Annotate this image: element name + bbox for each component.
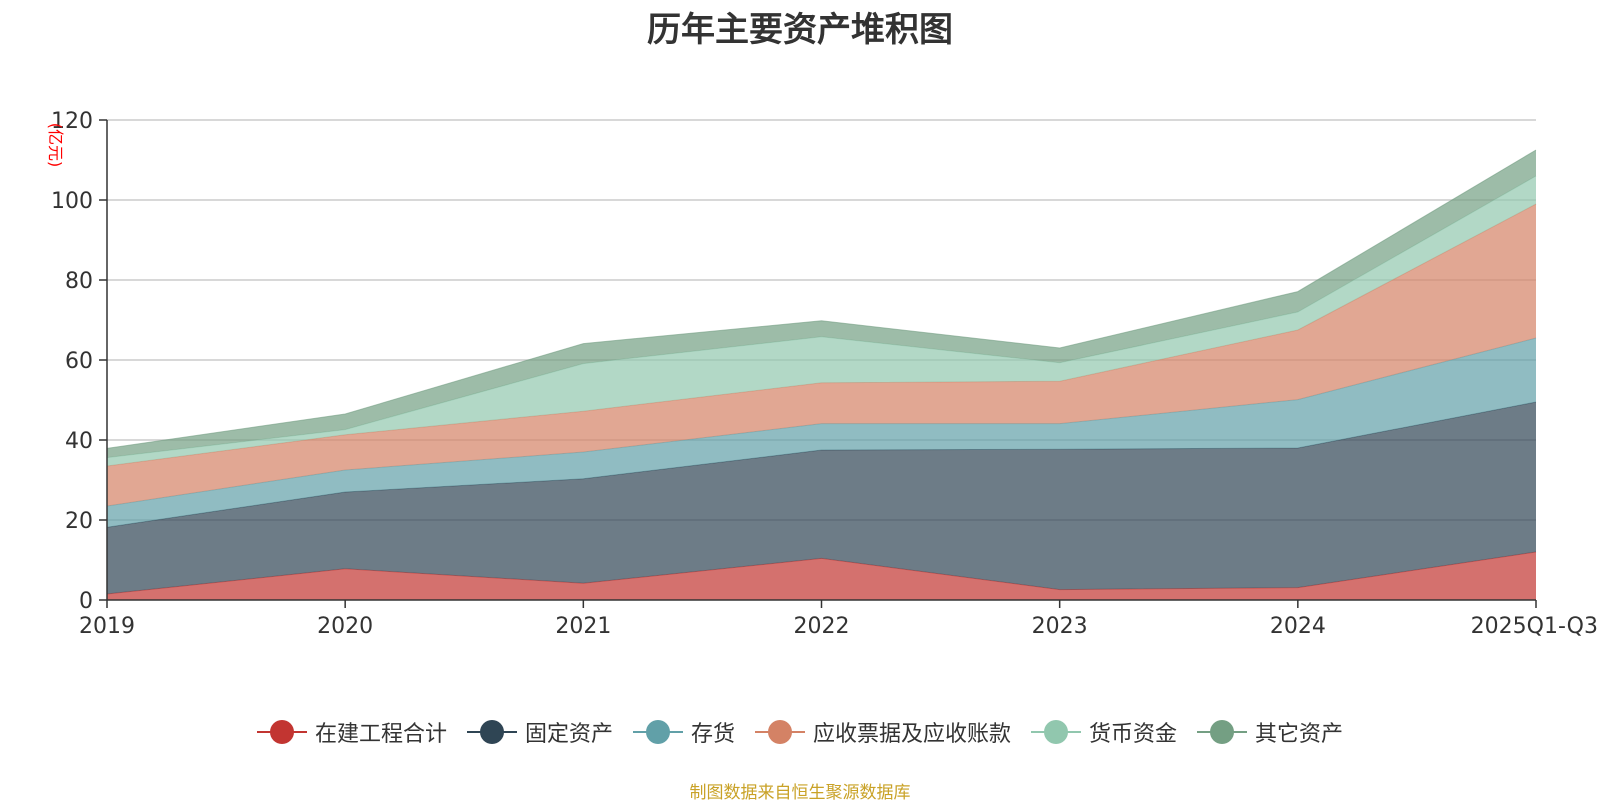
legend-item-3[interactable]: 应收票据及应收账款 (755, 716, 1011, 748)
x-tick-label-6: 2025Q1-Q3 (1471, 614, 1598, 639)
legend-item-0[interactable]: 在建工程合计 (256, 716, 447, 748)
chart-title: 历年主要资产堆积图 (647, 10, 953, 50)
area-series-5 (107, 150, 1536, 458)
legend-item-2[interactable]: 存货 (632, 716, 735, 748)
x-tick-label-1: 2020 (317, 614, 373, 639)
legend-marker-icon (1031, 720, 1082, 744)
legend-marker-icon (632, 720, 683, 744)
x-tick-label-2: 2021 (555, 614, 611, 639)
legend-label: 其它资产 (1255, 722, 1344, 747)
y-axis-unit-label: (亿元) (46, 123, 65, 168)
legend-item-4[interactable]: 货币资金 (1031, 716, 1177, 748)
y-tick-label-120: 120 (51, 109, 93, 134)
legend: 在建工程合计 固定资产 存货 应收票据及应收账款 货币资金 其它资产 (0, 716, 1600, 748)
area-series-line-5 (106, 149, 1537, 449)
y-tick-label-0: 0 (79, 589, 93, 614)
y-tick-label-80: 80 (65, 269, 93, 294)
source-note: 制图数据来自恒生聚源数据库 (689, 783, 911, 803)
x-tick-label-5: 2024 (1270, 614, 1326, 639)
legend-marker-icon (755, 720, 805, 744)
area-series-1 (107, 402, 1536, 594)
legend-marker-icon (1197, 720, 1248, 744)
legend-label: 应收票据及应收账款 (813, 722, 1012, 747)
legend-label: 在建工程合计 (314, 722, 447, 747)
legend-label: 货币资金 (1089, 722, 1178, 747)
stacked-areas (106, 149, 1537, 600)
y-tick-label-40: 40 (65, 429, 93, 454)
legend-marker-icon (466, 720, 517, 744)
axes: 0 20 40 60 80 100 120 2019 2020 2021 2022 2023 2024 2… (51, 109, 1598, 639)
area-series-3 (107, 204, 1536, 506)
legend-label: 存货 (690, 722, 735, 747)
y-tick-label-20: 20 (65, 509, 93, 534)
x-tick-label-4: 2023 (1032, 614, 1088, 639)
legend-label: 固定资产 (524, 722, 613, 747)
legend-item-1[interactable]: 固定资产 (466, 716, 613, 748)
x-tick-label-0: 2019 (79, 614, 135, 639)
area-series-0 (107, 552, 1536, 600)
y-tick-label-100: 100 (51, 189, 93, 214)
legend-item-5[interactable]: 其它资产 (1197, 716, 1343, 748)
y-tick-label-60: 60 (65, 349, 93, 374)
legend-marker-icon (256, 720, 307, 744)
x-tick-label-3: 2022 (794, 614, 850, 639)
area-series-2 (107, 338, 1536, 528)
